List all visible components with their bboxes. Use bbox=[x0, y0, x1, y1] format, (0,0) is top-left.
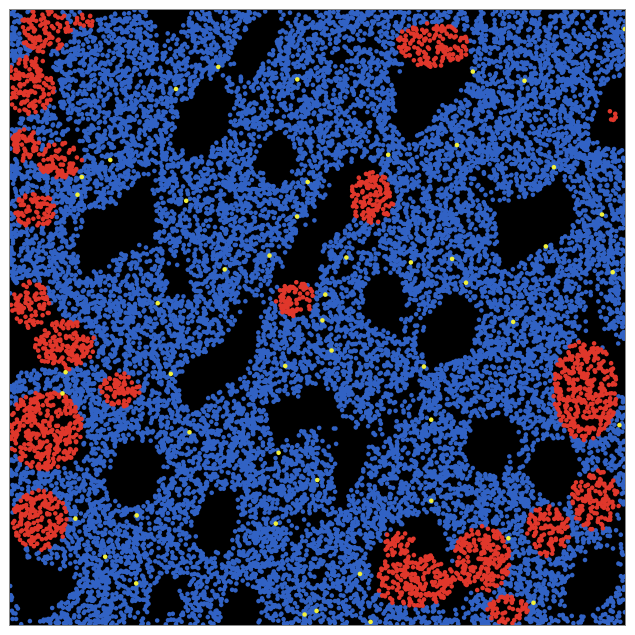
simulation-view bbox=[0, 0, 635, 635]
page: (() => { const data = JSON.parse(documen… bbox=[0, 0, 635, 635]
